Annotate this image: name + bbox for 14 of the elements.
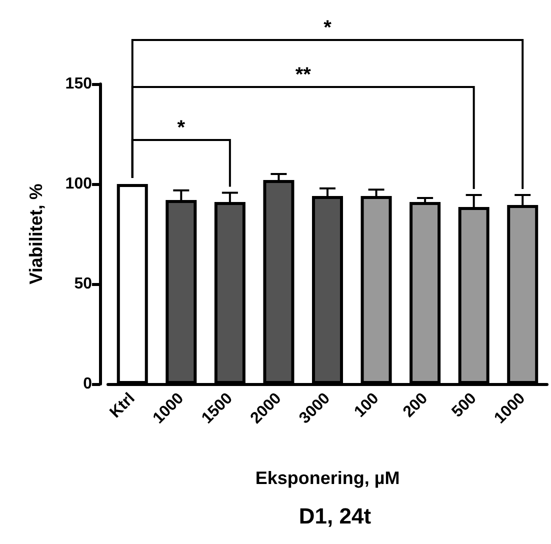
y-tick-label: 100 bbox=[65, 176, 92, 192]
x-tick-label: Ktrl bbox=[106, 390, 138, 422]
text: D1, 24t bbox=[298, 504, 372, 528]
annotation: * bbox=[177, 117, 186, 139]
y-tick-label: 0 bbox=[83, 376, 92, 392]
y-axis-title: Viabilitet, % bbox=[26, 184, 46, 284]
x-axis-title: Eksponering, µM bbox=[255, 468, 400, 488]
x-tick-label: 100 bbox=[351, 390, 382, 421]
x-tick-label: 500 bbox=[448, 390, 480, 421]
y-tick-label: 50 bbox=[74, 276, 92, 292]
annotation: ** bbox=[295, 64, 312, 86]
y-tick-label: 150 bbox=[65, 76, 92, 92]
x-tick-label: 200 bbox=[400, 390, 432, 421]
text: * bbox=[324, 17, 332, 39]
